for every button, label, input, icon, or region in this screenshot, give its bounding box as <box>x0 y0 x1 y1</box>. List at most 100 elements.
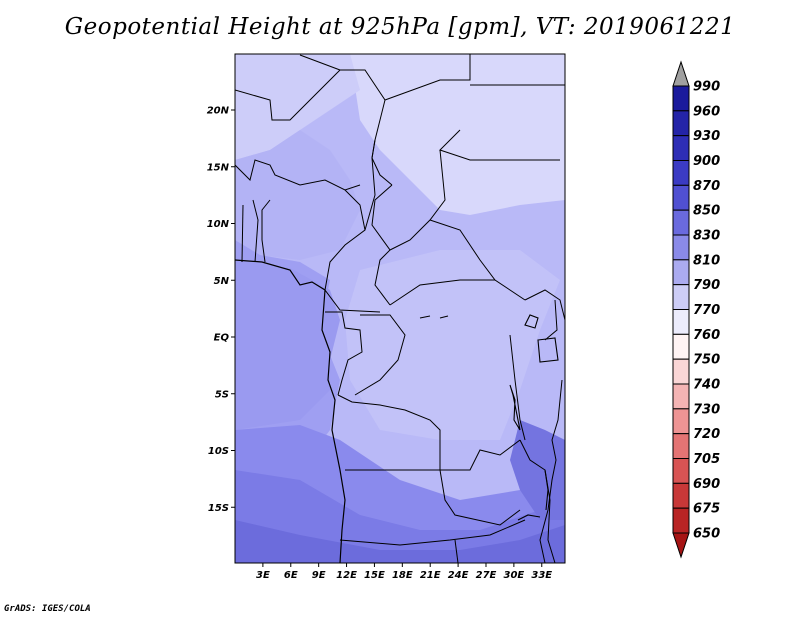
colorbar-label: 705 <box>693 452 720 467</box>
colorbar-segment <box>672 85 690 112</box>
colorbar-label: 675 <box>693 502 720 517</box>
east-coast <box>539 379 563 563</box>
border-drc-east <box>509 334 526 441</box>
colorbar-segment <box>672 333 690 360</box>
colorbar-segment <box>672 482 690 509</box>
lon-tick-label: 33E <box>531 570 552 581</box>
colorbar-segment <box>672 309 690 335</box>
colorbar-segment <box>672 433 690 459</box>
colorbar-label: 870 <box>693 179 720 194</box>
lat-tick-label: 5N <box>214 276 230 287</box>
border-togo <box>252 199 259 263</box>
border-namibia <box>339 519 526 546</box>
border-angola-drc <box>337 394 521 471</box>
map-frame <box>234 53 566 564</box>
colorbar-label: 850 <box>693 204 720 219</box>
lon-tick-label: 21E <box>420 570 441 581</box>
lon-tick-label: 12E <box>336 570 357 581</box>
field-zone-840-gulf <box>235 260 340 430</box>
border-gabon <box>325 311 363 396</box>
lake-albert <box>524 314 539 329</box>
colorbar-segment <box>672 458 690 484</box>
lat-tick-label: 15S <box>208 503 229 514</box>
border-niger-north <box>235 69 393 186</box>
lat-tick-label: EQ <box>214 333 230 344</box>
lon-tick-label: 3E <box>256 570 270 581</box>
colorbar-segment <box>672 184 690 211</box>
lat-tick-label: 10N <box>207 219 230 230</box>
lake-victoria <box>537 337 559 363</box>
colorbar-segment <box>672 234 690 261</box>
border-ghana <box>241 204 244 263</box>
border-sudan-north <box>439 129 560 161</box>
lat-tick-label: 5S <box>215 389 229 400</box>
colorbar-label: 790 <box>693 278 720 293</box>
lat-tick-label: 20N <box>207 106 230 117</box>
colorbar-label: 730 <box>693 402 720 417</box>
colorbar-label: 770 <box>693 303 720 318</box>
colorbar-label: 760 <box>693 328 720 343</box>
borders <box>235 54 565 563</box>
grads-credit: GrADS: IGES/COLA <box>4 604 91 614</box>
lake-tanganyika <box>509 384 521 431</box>
colorbar-label: 960 <box>693 104 720 119</box>
colorbar-segment <box>672 507 690 534</box>
field-zone-810-west <box>235 130 360 260</box>
lon-tick-label: 18E <box>392 570 413 581</box>
lake-kariba <box>517 514 541 521</box>
border-car-drc <box>389 279 495 306</box>
lake-malawi <box>544 469 549 511</box>
lon-tick-label: 9E <box>312 570 326 581</box>
colorbar-label: 690 <box>693 477 720 492</box>
colorbar-label: 830 <box>693 229 720 244</box>
colorbar-label: 750 <box>693 353 720 368</box>
border-botswana <box>454 539 459 563</box>
colorbar-label: 990 <box>693 80 720 95</box>
border-south-sudan-uganda <box>524 289 565 321</box>
colorbar-top-arrow <box>672 60 690 87</box>
field-zone-870-east <box>510 420 565 520</box>
colorbar-label: 900 <box>693 154 720 169</box>
field-zone-800-northwest <box>235 54 360 160</box>
border-congo <box>354 314 406 396</box>
lon-tick-label: 24E <box>448 570 469 581</box>
lat-tick-label: 10S <box>208 446 229 457</box>
border-chad-west <box>364 139 376 231</box>
lon-tick-label: 30E <box>503 570 524 581</box>
border-angola-zambia <box>345 469 521 526</box>
colorbar-segment <box>672 358 690 385</box>
field-zone-870-south <box>235 520 565 563</box>
longitude-axis: 3E 6E 9E 12E 15E 18E 21E 24E 27E 30E 33E <box>256 563 552 581</box>
lakes <box>419 314 559 521</box>
coastline <box>235 259 346 563</box>
height-field <box>235 54 565 563</box>
river-congo <box>419 315 449 319</box>
field-zone-790-north <box>350 54 565 215</box>
border-chad-libya <box>384 54 471 101</box>
colorbar-label: 740 <box>693 378 720 393</box>
colorbar-segment <box>672 259 690 286</box>
border-burkina-niger <box>235 159 361 191</box>
colorbar-bottom-arrow <box>672 532 690 559</box>
colorbar-segment <box>672 110 690 137</box>
colorbar: 990 960 930 900 870 850 830 810 790 770 760 750 740 7… <box>672 60 720 559</box>
colorbar-segment <box>672 383 690 410</box>
colorbar-segment <box>672 135 690 162</box>
map-title: Geopotential Height at 925hPa [gpm], VT:… <box>64 14 736 40</box>
lon-tick-label: 15E <box>364 570 385 581</box>
colorbar-label: 930 <box>693 129 720 144</box>
lon-tick-label: 6E <box>284 570 298 581</box>
colorbar-label: 650 <box>693 527 720 542</box>
border-car-sudan <box>429 219 526 301</box>
field-zone-800-central <box>345 250 560 440</box>
lat-tick-label: 15N <box>207 162 230 173</box>
colorbar-label: 720 <box>693 427 720 442</box>
lon-tick-label: 27E <box>476 570 497 581</box>
border-nigeria-cameroon <box>324 189 381 313</box>
colorbar-segment <box>672 160 690 186</box>
border-uganda-kenya <box>544 299 558 341</box>
colorbar-segment <box>672 284 690 310</box>
latitude-axis: 20N 15N 10N 5N EQ 5S 10S 15S <box>207 106 235 514</box>
border-algeria-libya <box>299 54 341 71</box>
